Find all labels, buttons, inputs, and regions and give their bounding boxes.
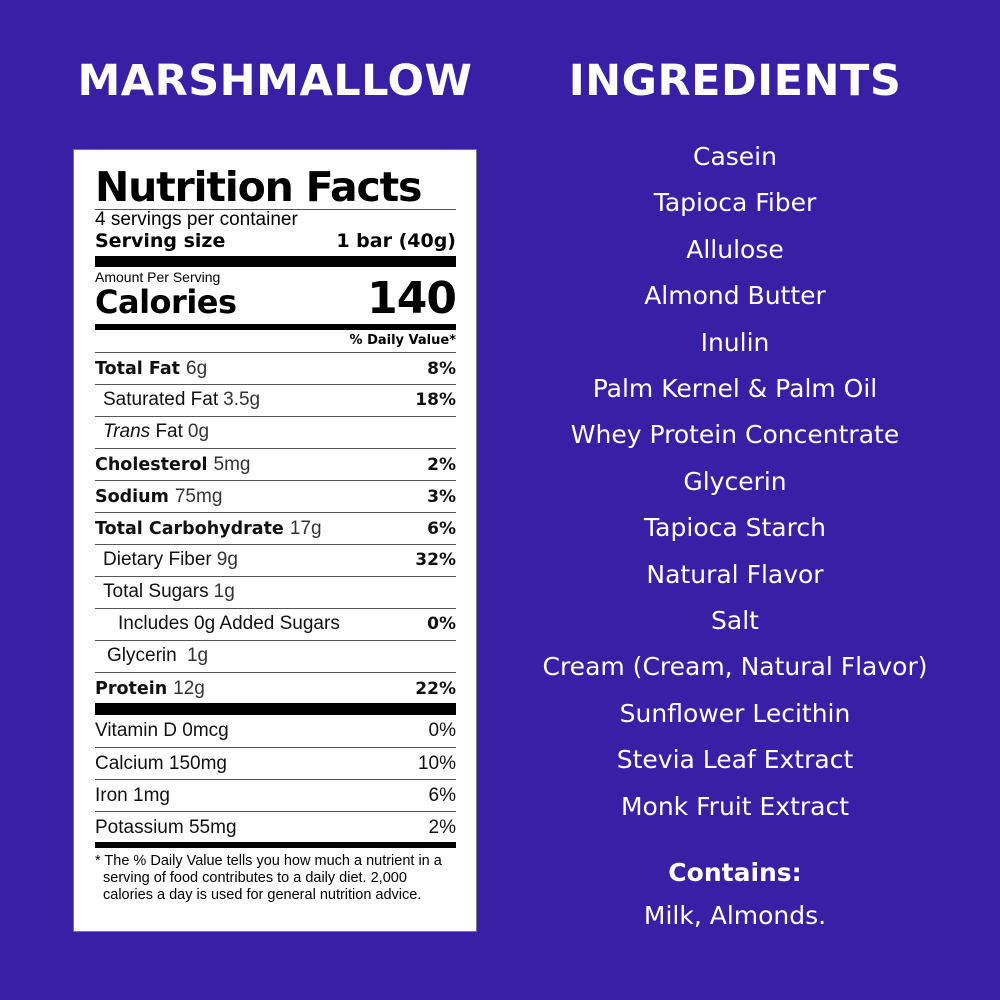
nutrient-row: Sodium 75mg 3% [95,480,456,512]
nutrient-amount: 12g [173,677,205,699]
label-title: Nutrition Facts [95,163,422,211]
amount-per-serving: Amount Per Serving [95,269,221,285]
calories-label: Calories [95,283,237,321]
vitamin-daily-value: 6% [428,784,456,806]
ingredient-item: Palm Kernel & Palm Oil [592,374,878,403]
nutrient-row: Trans Fat 0g [95,416,456,448]
nutrient-daily-value: 2% [427,454,456,475]
nutrient-name: Total Fat [95,358,181,379]
ingredient-item: Glycerin [683,466,787,496]
nutrient-amount: 3.5g [223,389,261,410]
vitamin-name: Vitamin D 0mcg [95,720,229,741]
vitamin-daily-value: 10% [417,752,456,774]
nutrient-row: Protein 12g 22% [95,672,456,704]
product-title: MARSHMALLOW [77,56,473,106]
nutrient-name: Total Carbohydrate [95,518,284,539]
vitamin-name: Calcium 150mg [95,752,227,774]
ingredient-item: Tapioca Starch [644,513,826,543]
vitamin-daily-value: 0% [428,720,456,741]
nutrient-daily-value: 3% [427,486,456,507]
nutrient-name: Protein [95,678,168,699]
vitamin-daily-value: 2% [428,816,456,838]
nutrient-row: Includes 0g Added Sugars 0% [95,608,456,640]
ingredient-item: Almond Butter [644,281,826,311]
nutrient-amount: 17g [289,517,322,539]
nutrient-name: Cholesterol [95,454,208,475]
ingredient-item: Casein [693,142,777,171]
footnote: * The % Daily Value tells you how much a… [95,853,442,903]
vitamin-row: Iron 1mg 6% [95,779,456,811]
nutrient-name: Includes 0g Added Sugars [118,613,340,634]
ingredient-item: Sunflower Lecithin [619,698,851,728]
ingredient-item: Cream (Cream, Natural Flavor) [542,652,928,682]
nutrient-row: Total Fat 6g 8% [95,352,456,384]
nutrient-amount: 0g [187,421,210,442]
contains-value: Milk, Almonds. [643,901,827,930]
nutrient-daily-value: 18% [415,390,456,410]
nutrient-amount: 75mg [174,485,223,507]
ingredient-item: Monk Fruit Extract [620,791,850,821]
nutrient-name: Dietary Fiber [103,549,212,570]
nutrient-row: Total Sugars 1g [95,576,456,608]
ingredient-item: Natural Flavor [646,559,824,589]
nutrient-row: Saturated Fat 3.5g 18% [95,384,456,416]
vitamin-row: Potassium 55mg 2% [95,811,456,843]
nutrient-row: Glycerin 1g [95,640,456,672]
ingredient-item: Inulin [700,327,770,357]
nutrient-name: Sodium [95,486,169,507]
servings-per-container: 4 servings per container [95,209,298,230]
calories-value: 140 [367,273,457,324]
nutrient-amount: 1g [213,581,235,602]
nutrient-name: Total Sugars [103,581,209,602]
ingredient-item: Salt [711,606,759,635]
nutrient-row: Dietary Fiber 9g 32% [95,544,456,576]
nutrient-daily-value: 32% [415,550,456,570]
nutrient-daily-value: 8% [427,358,456,379]
nutrient-amount: 6g [186,357,208,379]
nutrient-name: Glycerin [107,645,177,666]
nutrition-facts-label: Nutrition Facts 4 servings per container… [73,149,477,932]
ingredient-item: Stevia Leaf Extract [616,745,854,775]
nutrient-daily-value: 0% [427,614,456,634]
ingredient-item: Allulose [686,234,784,264]
nutrient-row: Cholesterol 5mg 2% [95,448,456,480]
ingredients-title: INGREDIENTS [568,56,902,106]
nutrient-name: Trans [103,421,151,442]
ingredient-item: Tapioca Fiber [653,188,817,218]
nutrient-amount: 9g [216,549,238,570]
vitamin-name: Potassium 55mg [95,816,237,838]
nutrient-daily-value: 22% [415,678,456,699]
nutrient-name-suffix: Fat [150,421,183,442]
nutrient-daily-value: 6% [427,518,456,539]
serving-size-label: Serving size [95,230,226,252]
vitamin-name: Iron 1mg [95,784,170,806]
ingredient-item: Whey Protein Concentrate [570,420,900,450]
nutrient-name: Saturated Fat [103,389,219,410]
serving-size-value: 1 bar (40g) [336,230,456,252]
nutrient-row: Total Carbohydrate 17g 6% [95,512,456,544]
nutrient-amount: 5mg [213,453,251,475]
daily-value-header: % Daily Value* [349,333,456,348]
contains-label: Contains: [668,858,802,887]
vitamin-row: Calcium 150mg 10% [95,747,456,779]
vitamin-row: Vitamin D 0mcg 0% [95,715,456,747]
nutrient-amount: 1g [181,645,209,666]
